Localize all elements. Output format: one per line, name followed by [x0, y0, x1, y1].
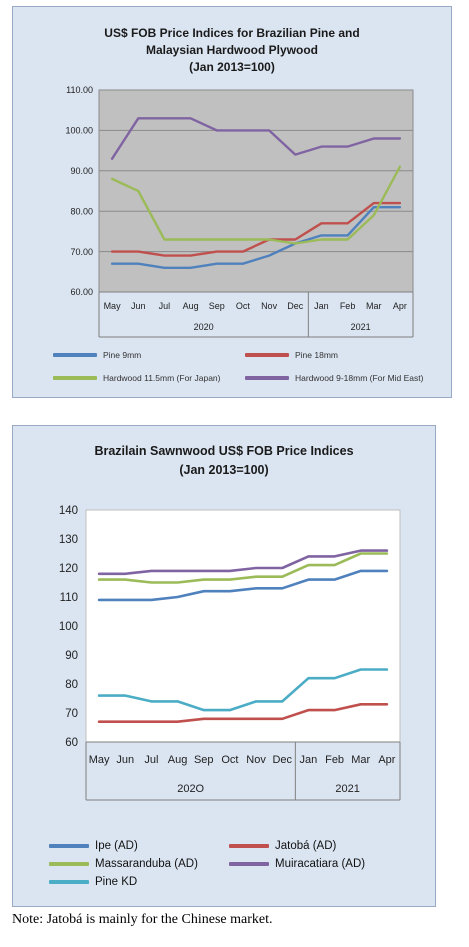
y-tick-label: 100	[59, 621, 78, 633]
series-line-hardwood-11-5mm-for-japan	[110, 165, 402, 245]
x-tick-label: Nov	[246, 754, 266, 766]
series-line-ipe-ad	[97, 569, 389, 602]
sawnwood-title-line-2: (Jan 2013=100)	[179, 463, 269, 477]
legend-label-pine-18mm: Pine 18mm	[295, 350, 338, 360]
y-tick-label: 110.00	[66, 85, 93, 95]
plywood-chart-panel: US$ FOB Price Indices for Brazilian Pine…	[12, 6, 452, 398]
series-line-pine-18mm	[110, 201, 402, 257]
y-tick-label: 70.00	[70, 247, 93, 257]
legend-swatch-jatoba	[229, 844, 269, 848]
legend-swatch-hardwood-mideast	[245, 376, 289, 380]
legend-massaranduba: Massaranduba (AD)	[49, 858, 198, 870]
x-tick-label: Sep	[194, 754, 214, 766]
legend-swatch-hardwood-japan	[53, 376, 97, 380]
y-tick-label: 90.00	[70, 166, 93, 176]
legend-label-pine-kd: Pine KD	[95, 876, 138, 888]
year-group-label: 2021	[335, 783, 359, 795]
legend-hardwood-japan: Hardwood 11.5mm (For Japan)	[53, 373, 220, 383]
plywood-title-line-2: Malaysian Hardwood Plywood	[145, 43, 319, 57]
x-tick-label: Jul	[144, 754, 158, 766]
series-line-jatob-ad	[97, 702, 389, 724]
legend-label-muiracatiara: Muiracatiara (AD)	[275, 858, 366, 870]
x-tick-label: Feb	[325, 754, 344, 766]
x-tick-label: Jul	[159, 301, 171, 311]
legend-ipe: Ipe (AD)	[49, 840, 138, 852]
y-tick-label: 70	[65, 708, 78, 720]
legend-label-jatoba: Jatobá (AD)	[275, 840, 337, 852]
y-tick-label: 120	[59, 563, 78, 575]
x-tick-label: Aug	[183, 301, 199, 311]
x-tick-label: Aug	[168, 754, 188, 766]
legend-jatoba: Jatobá (AD)	[229, 840, 336, 852]
legend-label-pine-9mm: Pine 9mm	[103, 350, 142, 360]
plywood-line-chart: 60.00 70.00 80.00 90.00 100.00 110.00 May Jun Ju…	[65, 85, 414, 338]
sawnwood-chart-panel: Brazilain Sawnwood US$ FOB Price Indices…	[12, 425, 436, 907]
x-tick-label: Jan	[314, 301, 329, 311]
x-tick-label: Jun	[131, 301, 146, 311]
year-group-label: 202O	[177, 783, 204, 795]
x-tick-label: Apr	[378, 754, 395, 766]
x-tick-label: Mar	[351, 754, 370, 766]
x-tick-label: Jun	[116, 754, 134, 766]
y-tick-label: 130	[59, 534, 78, 546]
legend-label-hardwood-mideast: Hardwood 9-18mm (For Mid East)	[295, 373, 424, 383]
year-group-label: 2021	[351, 322, 371, 332]
legend-label-ipe: Ipe (AD)	[95, 840, 138, 852]
x-tick-label: Feb	[340, 301, 356, 311]
x-tick-label: Sep	[209, 301, 225, 311]
sawnwood-line-chart: 60 70 80 90 100 110 120 130 140 May Jun Jul Aug Sep Oc…	[59, 505, 401, 801]
plot-area	[85, 509, 401, 743]
legend-pine-18mm: Pine 18mm	[245, 350, 338, 360]
legend-pine-9mm: Pine 9mm	[53, 350, 141, 360]
y-tick-label: 60.00	[70, 287, 93, 297]
series-line-hardwood-9-18mm-for-mid-east	[110, 117, 402, 160]
y-tick-label: 80.00	[70, 206, 93, 216]
x-tick-label: Oct	[221, 754, 238, 766]
x-tick-label: Dec	[287, 301, 304, 311]
x-tick-label: Jan	[300, 754, 318, 766]
y-tick-label: 140	[59, 505, 78, 517]
legend-hardwood-mideast: Hardwood 9-18mm (For Mid East)	[245, 373, 423, 383]
plywood-title-line-1: US$ FOB Price Indices for Brazilian Pine…	[104, 26, 360, 40]
x-tick-label: May	[104, 301, 122, 311]
x-tick-label: Nov	[261, 301, 278, 311]
legend-swatch-muiracatiara	[229, 862, 269, 866]
year-group-label: 2020	[194, 322, 214, 332]
plywood-chart-title: US$ FOB Price Indices for Brazilian Pine…	[13, 25, 451, 76]
y-tick-label: 80	[65, 679, 78, 691]
sawnwood-title-line-1: Brazilain Sawnwood US$ FOB Price Indices	[94, 444, 354, 458]
legend-muiracatiara: Muiracatiara (AD)	[229, 858, 365, 870]
legend-swatch-pine-kd	[49, 880, 89, 884]
legend-pine-kd: Pine KD	[49, 876, 137, 888]
series-line-pine-9mm	[110, 205, 402, 269]
legend-swatch-ipe	[49, 844, 89, 848]
y-tick-label: 90	[65, 650, 78, 662]
legend-swatch-pine-18mm	[245, 353, 289, 357]
sawnwood-chart-title: Brazilain Sawnwood US$ FOB Price Indices…	[13, 442, 435, 480]
x-tick-label: Dec	[272, 754, 292, 766]
y-tick-label: 100.00	[65, 126, 93, 136]
x-tick-label: Apr	[393, 301, 407, 311]
plot-area	[98, 89, 414, 293]
series-line-pine-kd	[97, 668, 389, 712]
legend-swatch-pine-9mm	[53, 353, 97, 357]
x-tick-label: Oct	[236, 301, 251, 311]
x-tick-label: Mar	[366, 301, 382, 311]
footnote: Note: Jatobá is mainly for the Chinese m…	[12, 912, 273, 927]
y-tick-label: 60	[65, 737, 78, 749]
legend-label-hardwood-japan: Hardwood 11.5mm (For Japan)	[103, 373, 221, 383]
x-tick-label: May	[89, 754, 110, 766]
legend-label-massaranduba: Massaranduba (AD)	[95, 858, 198, 870]
y-tick-label: 110	[60, 592, 78, 604]
legend-swatch-massaranduba	[49, 862, 89, 866]
plywood-title-line-3: (Jan 2013=100)	[189, 60, 275, 74]
series-line-massaranduba-ad	[97, 552, 389, 584]
series-line-muiracatiara-ad	[97, 549, 389, 576]
